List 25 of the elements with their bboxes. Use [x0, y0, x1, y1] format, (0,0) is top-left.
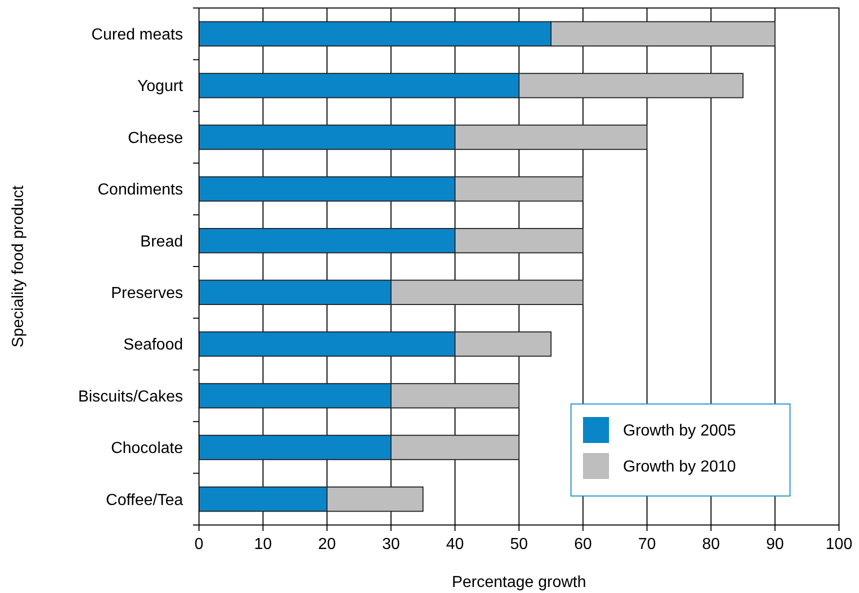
x-tick-label: 80 — [702, 536, 720, 553]
x-axis-title: Percentage growth — [452, 574, 586, 591]
y-tick-label: Preserves — [110, 284, 183, 302]
y-tick-label: Cured meats — [91, 26, 183, 44]
y-tick-label: Yogurt — [137, 78, 184, 96]
y-tick-label: Bread — [140, 233, 183, 250]
y-tick-label: Seafood — [123, 336, 183, 354]
x-tick-label: 100 — [826, 536, 852, 553]
x-tick-label: 50 — [510, 536, 528, 553]
x-tick-label: 70 — [638, 536, 656, 553]
legend-label: Growth by 2005 — [623, 422, 736, 440]
x-tick-label: 60 — [574, 536, 592, 553]
y-tick-label: Condiments — [98, 182, 183, 199]
y-tick-label: Chocolate — [110, 440, 184, 458]
y-tick-label: Coffee/Tea — [106, 492, 184, 509]
legend-label: Growth by 2010 — [623, 458, 736, 476]
y-axis-title: Speciality food product — [10, 185, 27, 348]
x-tick-label: 20 — [318, 536, 336, 553]
x-tick-label: 10 — [254, 536, 272, 553]
x-tick-label: 30 — [382, 536, 400, 553]
x-tick-label: 0 — [194, 536, 204, 553]
x-tick-label: 40 — [446, 536, 464, 553]
y-tick-label: Cheese — [128, 130, 184, 147]
y-tick-label: Biscuits/Cakes — [78, 388, 183, 406]
x-tick-label: 90 — [766, 536, 784, 553]
